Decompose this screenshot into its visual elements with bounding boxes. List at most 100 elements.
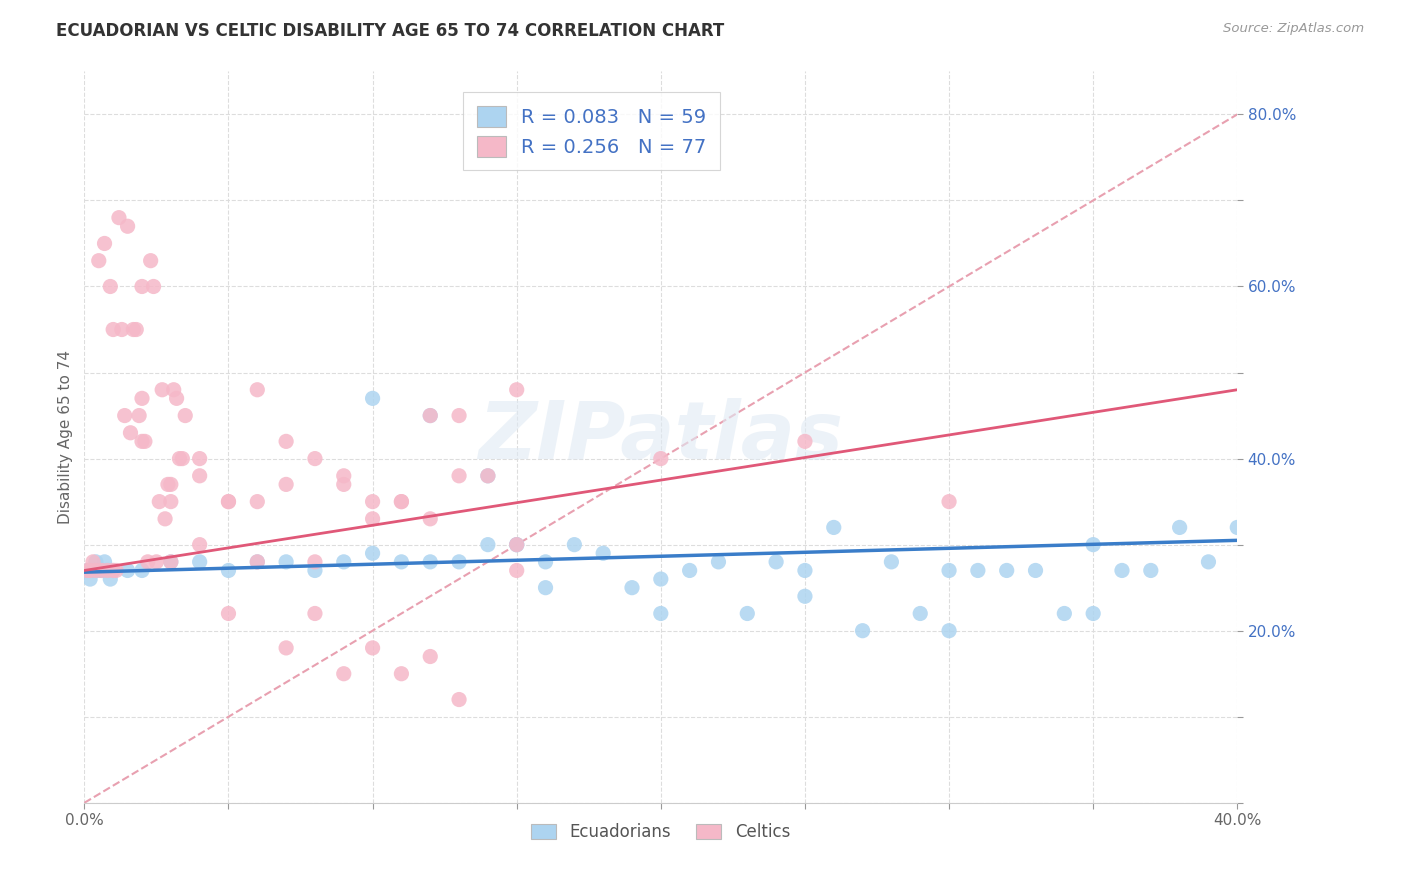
- Point: [707, 555, 730, 569]
- Point: [419, 409, 441, 423]
- Y-axis label: Disability Age 65 to 74: Disability Age 65 to 74: [58, 350, 73, 524]
- Point: [391, 555, 413, 569]
- Point: [449, 555, 471, 569]
- Point: [163, 383, 186, 397]
- Point: [117, 564, 139, 578]
- Point: [79, 564, 101, 578]
- Point: [1198, 555, 1220, 569]
- Point: [361, 512, 384, 526]
- Point: [449, 409, 471, 423]
- Point: [650, 572, 672, 586]
- Point: [120, 425, 142, 440]
- Point: [304, 555, 326, 569]
- Point: [477, 468, 499, 483]
- Point: [1025, 564, 1047, 578]
- Point: [506, 538, 529, 552]
- Point: [995, 564, 1018, 578]
- Point: [1168, 520, 1191, 534]
- Point: [276, 555, 298, 569]
- Point: [117, 219, 139, 234]
- Point: [160, 555, 183, 569]
- Point: [142, 279, 165, 293]
- Point: [87, 253, 110, 268]
- Point: [506, 538, 529, 552]
- Point: [304, 451, 326, 466]
- Point: [188, 538, 211, 552]
- Point: [564, 538, 586, 552]
- Point: [361, 546, 384, 560]
- Point: [105, 564, 128, 578]
- Point: [128, 409, 150, 423]
- Point: [361, 392, 384, 406]
- Point: [246, 555, 269, 569]
- Point: [276, 640, 298, 655]
- Point: [90, 564, 112, 578]
- Point: [419, 409, 441, 423]
- Point: [111, 322, 134, 336]
- Point: [333, 555, 356, 569]
- Point: [361, 494, 384, 508]
- Point: [98, 279, 121, 293]
- Point: [156, 477, 179, 491]
- Point: [1140, 564, 1163, 578]
- Point: [172, 451, 194, 466]
- Point: [1083, 538, 1105, 552]
- Point: [131, 392, 153, 406]
- Point: [1083, 607, 1105, 621]
- Point: [765, 555, 787, 569]
- Point: [160, 555, 183, 569]
- Point: [794, 434, 817, 449]
- Text: ECUADORIAN VS CELTIC DISABILITY AGE 65 TO 74 CORRELATION CHART: ECUADORIAN VS CELTIC DISABILITY AGE 65 T…: [56, 22, 724, 40]
- Point: [506, 564, 529, 578]
- Point: [160, 477, 183, 491]
- Point: [145, 555, 167, 569]
- Point: [131, 279, 153, 293]
- Point: [852, 624, 875, 638]
- Point: [150, 383, 173, 397]
- Point: [218, 564, 240, 578]
- Point: [1226, 520, 1249, 534]
- Point: [84, 564, 107, 578]
- Point: [79, 572, 101, 586]
- Point: [449, 468, 471, 483]
- Point: [391, 666, 413, 681]
- Text: ZIPatlas: ZIPatlas: [478, 398, 844, 476]
- Point: [148, 494, 170, 508]
- Point: [419, 512, 441, 526]
- Point: [737, 607, 759, 621]
- Point: [114, 409, 136, 423]
- Point: [153, 512, 176, 526]
- Point: [166, 392, 188, 406]
- Point: [794, 564, 817, 578]
- Point: [82, 555, 104, 569]
- Point: [90, 564, 112, 578]
- Point: [93, 555, 115, 569]
- Point: [103, 564, 124, 578]
- Point: [76, 564, 98, 578]
- Point: [131, 434, 153, 449]
- Point: [304, 607, 326, 621]
- Point: [333, 477, 356, 491]
- Point: [967, 564, 990, 578]
- Point: [188, 468, 211, 483]
- Point: [246, 494, 269, 508]
- Point: [96, 564, 118, 578]
- Point: [938, 564, 960, 578]
- Point: [84, 555, 107, 569]
- Legend: Ecuadorians, Celtics: Ecuadorians, Celtics: [523, 814, 799, 849]
- Point: [650, 607, 672, 621]
- Point: [794, 589, 817, 603]
- Point: [361, 640, 384, 655]
- Point: [910, 607, 932, 621]
- Point: [218, 494, 240, 508]
- Point: [76, 564, 98, 578]
- Point: [108, 211, 131, 225]
- Point: [1111, 564, 1133, 578]
- Point: [174, 409, 197, 423]
- Point: [87, 564, 110, 578]
- Point: [333, 468, 356, 483]
- Point: [938, 494, 960, 508]
- Point: [125, 322, 148, 336]
- Point: [82, 564, 104, 578]
- Point: [134, 434, 156, 449]
